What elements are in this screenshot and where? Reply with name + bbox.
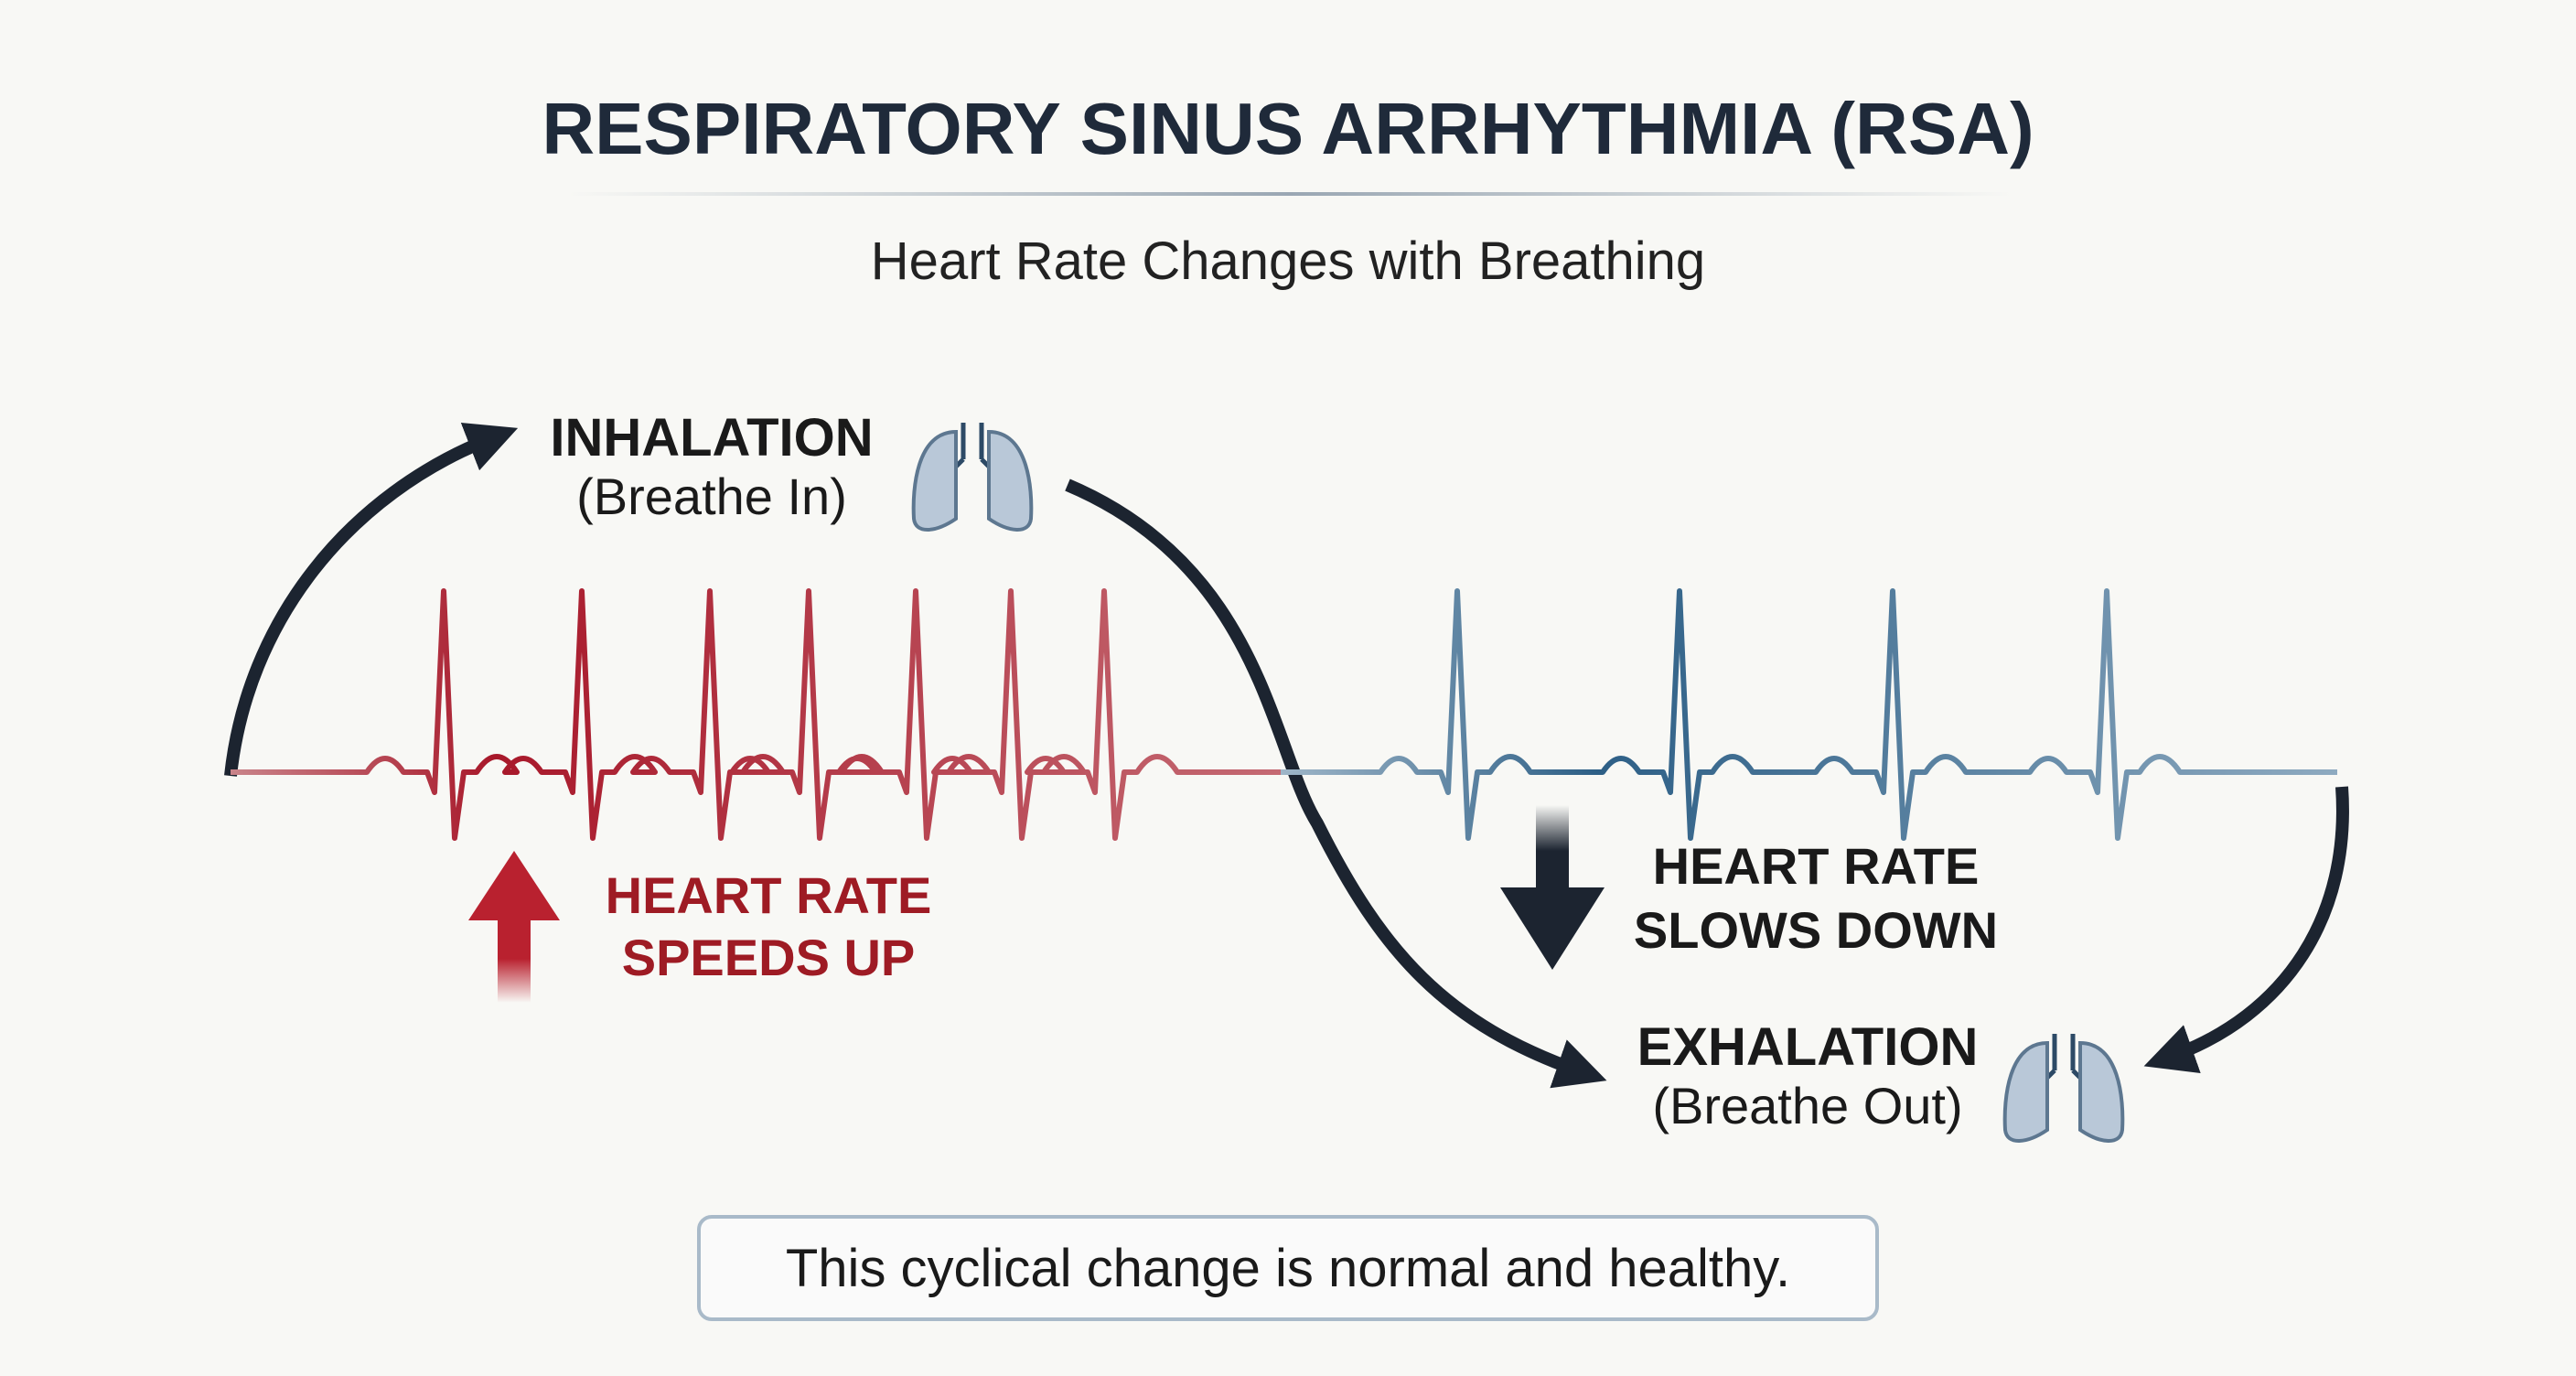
ecg-traces: [231, 588, 2337, 841]
slows-down-text: HEART RATE: [1653, 837, 1980, 895]
up-arrow-head: [468, 851, 560, 920]
exhalation-label: EXHALATION: [1637, 1017, 1979, 1077]
cycle-arrow: [2143, 786, 2349, 1074]
speeds-up-text: HEART RATE: [606, 866, 932, 924]
inhalation-sub: (Breathe In): [576, 468, 847, 525]
cycle-arrow: [1065, 478, 1607, 1089]
note-box: [697, 1215, 1879, 1321]
down-arrow-shaft: [1536, 805, 1569, 897]
speeds-up-text: SPEEDS UP: [622, 929, 916, 986]
down-arrow-head: [1500, 887, 1605, 970]
note: This cyclical change is normal and healt…: [786, 1239, 1790, 1298]
title: RESPIRATORY SINUS ARRHYTHMIA (RSA): [542, 88, 2034, 169]
ecg-trace: [231, 588, 1281, 841]
lungs-icon: [911, 423, 1034, 532]
ecg-trace: [1281, 588, 2337, 841]
cycle-arrow: [224, 423, 519, 777]
exhalation-sub: (Breathe Out): [1652, 1077, 1962, 1134]
lungs-icon: [2002, 1034, 2125, 1143]
divider: [567, 192, 2012, 196]
inhalation-label: INHALATION: [550, 408, 873, 468]
up-arrow-shaft: [498, 915, 531, 1003]
slows-down-text: SLOWS DOWN: [1634, 901, 1998, 959]
subtitle: Heart Rate Changes with Breathing: [871, 231, 1705, 291]
